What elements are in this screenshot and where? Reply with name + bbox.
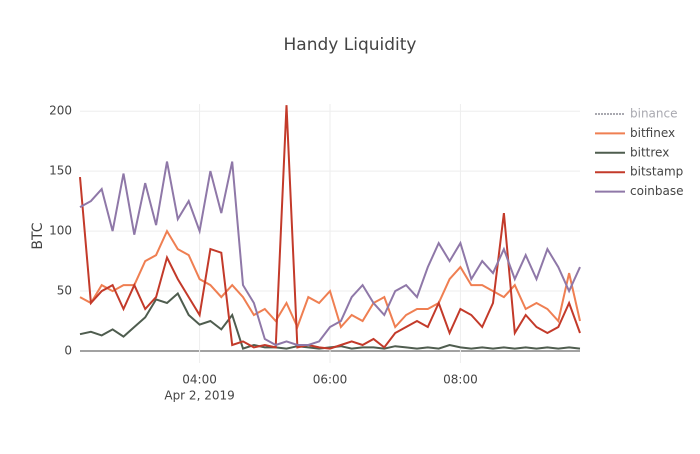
- series-line: [79, 105, 581, 350]
- series-line: [79, 228, 581, 330]
- x-tick-label: 08:00: [443, 373, 478, 387]
- x-tick-label: 06:00: [313, 373, 348, 387]
- legend-label: bitfinex: [630, 126, 675, 140]
- y-tick-label: 0: [64, 344, 72, 358]
- legend-label: binance: [630, 107, 678, 121]
- y-tick-label: 200: [49, 104, 72, 118]
- series-line: [79, 291, 581, 350]
- chart-title: Handy Liquidity: [284, 35, 417, 55]
- y-tick-label: 100: [49, 224, 72, 238]
- legend-label: coinbase: [630, 184, 683, 198]
- y-axis-title: BTC: [30, 222, 46, 249]
- legend: binance bitfinex bittrex bitstamp coinbase: [595, 107, 683, 198]
- y-tick-label: 50: [57, 284, 72, 298]
- series-line: [79, 161, 581, 347]
- legend-label: bittrex: [630, 145, 669, 159]
- x-date-label: Apr 2, 2019: [164, 389, 234, 403]
- x-tick-label: 04:00: [182, 373, 217, 387]
- legend-label: bitstamp: [630, 165, 683, 179]
- plot-area: [79, 105, 581, 350]
- grid: 0 50 100 150 200 04:00 Apr 2, 2019 06:00 08:00: [49, 104, 580, 403]
- y-tick-label: 150: [49, 164, 72, 178]
